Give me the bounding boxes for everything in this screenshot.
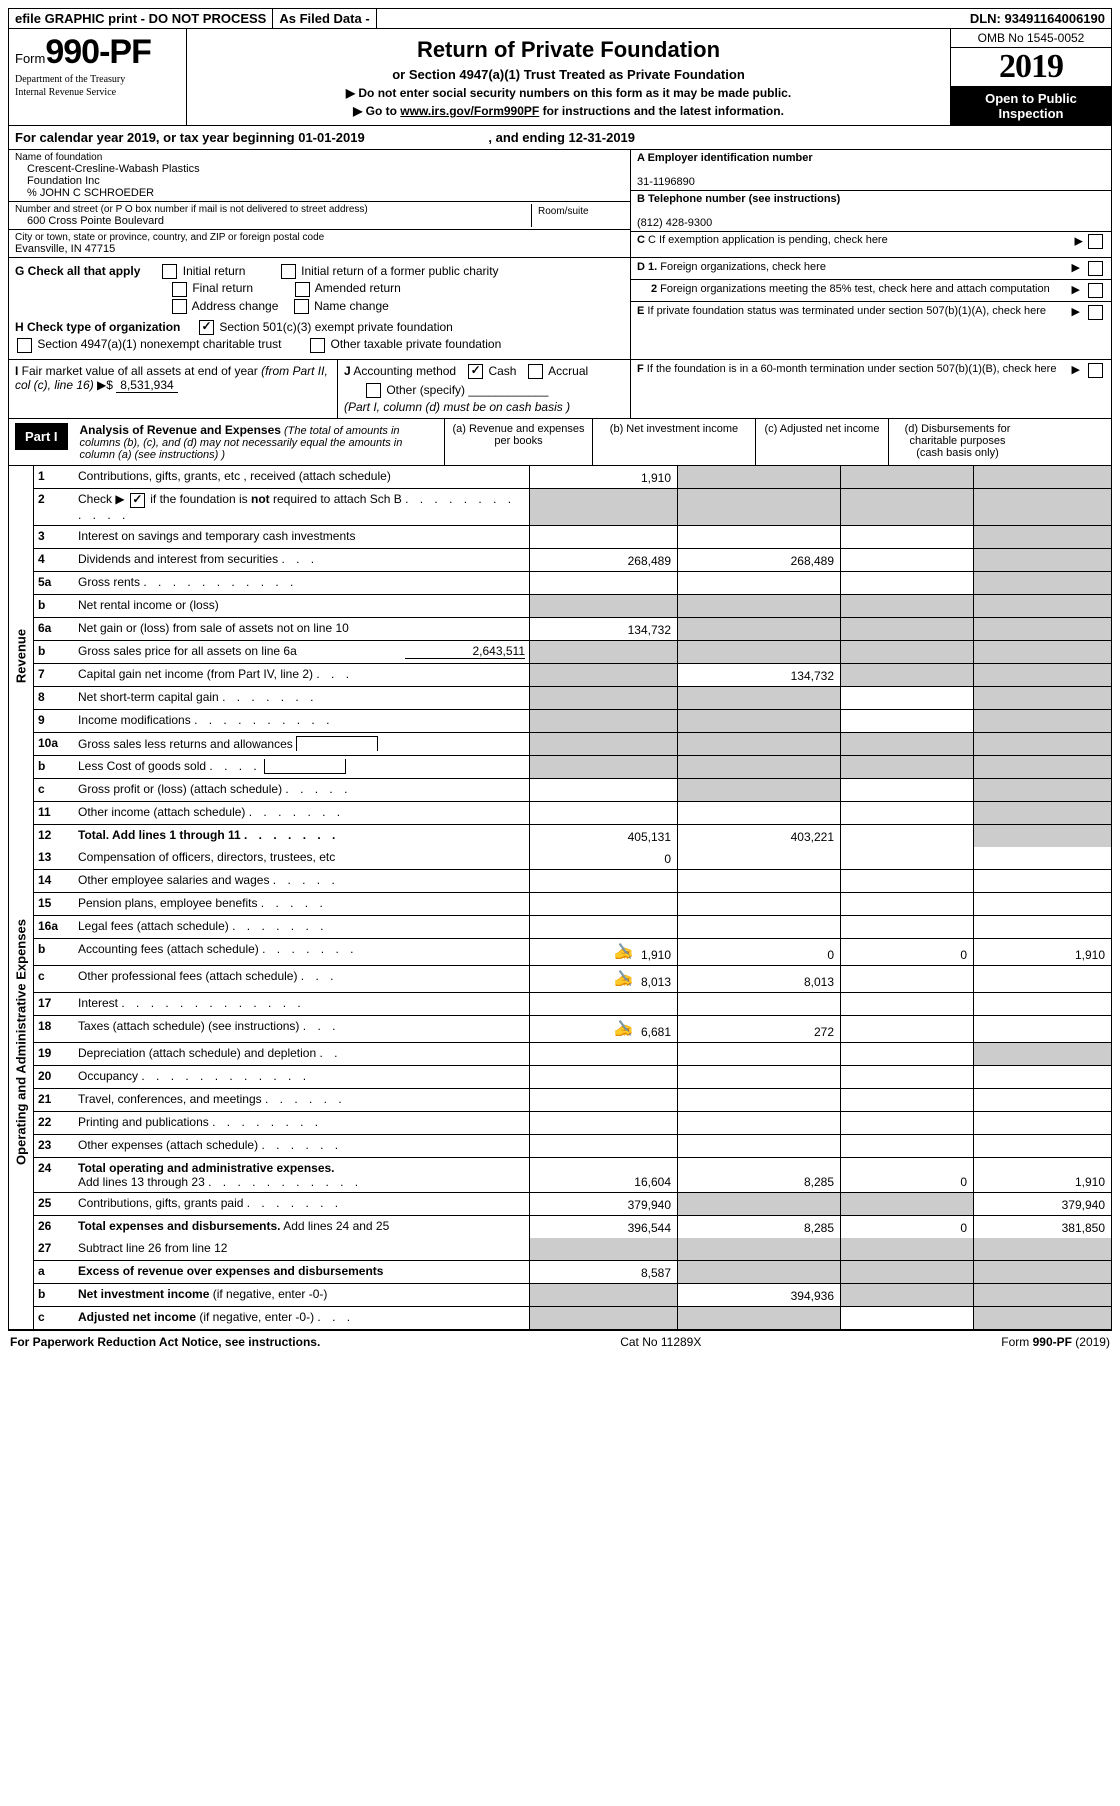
summary-table: 27Subtract line 26 from line 12 aExcess … [8,1238,1112,1331]
address-change-checkbox[interactable] [172,299,187,314]
foundation-name-cell: Name of foundation Crescent-Cresline-Wab… [9,150,630,202]
section-d-e: D 1. Foreign organizations, check here ▶… [630,258,1111,359]
page-footer: For Paperwork Reduction Act Notice, see … [8,1331,1112,1353]
entity-right: A Employer identification number 31-1196… [630,150,1111,257]
attachment-icon[interactable]: ✍ [614,969,634,989]
attachment-icon[interactable]: ✍ [614,942,634,962]
dept-line1: Department of the Treasury [15,74,180,85]
d1-checkbox[interactable] [1088,261,1103,276]
col-b-header: (b) Net investment income [593,419,756,465]
form-title: Return of Private Foundation [197,37,940,63]
entity-info: Name of foundation Crescent-Cresline-Wab… [8,150,1112,258]
as-filed: As Filed Data - [273,9,376,28]
section-f: F If the foundation is in a 60-month ter… [630,360,1111,419]
revenue-label: Revenue [9,466,34,846]
col-c-header: (c) Adjusted net income [756,419,889,465]
form-left: Form990-PF Department of the Treasury In… [9,29,187,125]
open-public-badge: Open to Public Inspection [951,87,1111,125]
e-checkbox[interactable] [1088,305,1103,320]
form-subtitle: or Section 4947(a)(1) Trust Treated as P… [197,67,940,82]
attachment-icon[interactable]: ✍ [614,1019,634,1039]
e-cell: E If private foundation status was termi… [631,302,1111,323]
calendar-year-line: For calendar year 2019, or tax year begi… [8,126,1112,150]
instructions-link-line: ▶ Go to www.irs.gov/Form990PF for instru… [197,104,940,118]
accrual-checkbox[interactable] [528,364,543,379]
section-i-j-f: I Fair market value of all assets at end… [8,360,1112,420]
cash-checkbox[interactable] [468,364,483,379]
part1-desc: Analysis of Revenue and Expenses (The to… [74,419,444,465]
section-i: I Fair market value of all assets at end… [9,360,337,419]
form-number: Form990-PF [15,33,180,72]
section-g-h: G Check all that apply Initial return In… [8,258,1112,360]
address-cell: Number and street (or P O box number if … [9,202,630,230]
exemption-pending-cell: C C If exemption application is pending,… [631,232,1111,251]
schb-checkbox[interactable] [130,493,145,508]
4947-checkbox[interactable] [17,338,32,353]
city-cell: City or town, state or province, country… [9,230,630,257]
revenue-table: Revenue 1Contributions, gifts, grants, e… [8,466,1112,846]
paperwork-notice: For Paperwork Reduction Act Notice, see … [10,1335,320,1349]
expenses-table: Operating and Administrative Expenses 13… [8,847,1112,1238]
form-reference: Form 990-PF (2019) [1001,1335,1110,1349]
d2-cell: 2 Foreign organizations meeting the 85% … [631,280,1111,302]
instructions-link[interactable]: www.irs.gov/Form990PF [400,104,539,118]
final-return-checkbox[interactable] [172,282,187,297]
501c3-checkbox[interactable] [199,320,214,335]
initial-former-checkbox[interactable] [281,264,296,279]
name-change-checkbox[interactable] [294,299,309,314]
phone-cell: B Telephone number (see instructions) (8… [631,191,1111,232]
other-taxable-checkbox[interactable] [310,338,325,353]
section-g: G Check all that apply Initial return In… [9,258,630,359]
fmv-value: 8,531,934 [116,378,177,393]
f-cell: F If the foundation is in a 60-month ter… [631,360,1111,425]
d2-checkbox[interactable] [1088,283,1103,298]
dept-line2: Internal Revenue Service [15,87,180,98]
form-header: Form990-PF Department of the Treasury In… [8,29,1112,126]
section-j: J Accounting method Cash Accrual Other (… [337,360,630,419]
omb-number: OMB No 1545-0052 [951,29,1111,48]
header-right: OMB No 1545-0052 2019 Open to Public Ins… [950,29,1111,125]
col-a-header: (a) Revenue and expenses per books [445,419,593,465]
catalog-number: Cat No 11289X [620,1335,701,1349]
initial-return-checkbox[interactable] [162,264,177,279]
dln: DLN: 93491164006190 [377,9,1111,28]
amended-return-checkbox[interactable] [295,282,310,297]
top-bar: efile GRAPHIC print - DO NOT PROCESS As … [8,8,1112,29]
col-d-header: (d) Disbursements for charitable purpose… [889,419,1026,465]
ein-cell: A Employer identification number 31-1196… [631,150,1111,191]
f-checkbox[interactable] [1088,363,1103,378]
header-center: Return of Private Foundation or Section … [187,29,950,125]
part1-header: Part I Analysis of Revenue and Expenses … [8,419,1112,466]
privacy-notice: ▶ Do not enter social security numbers o… [197,86,940,100]
other-method-checkbox[interactable] [366,383,381,398]
expenses-label: Operating and Administrative Expenses [9,847,34,1238]
part1-tab: Part I [15,423,68,450]
efile-notice: efile GRAPHIC print - DO NOT PROCESS [9,9,273,28]
exemption-checkbox[interactable] [1088,234,1103,249]
d1-cell: D 1. Foreign organizations, check here ▶ [631,258,1111,280]
entity-left: Name of foundation Crescent-Cresline-Wab… [9,150,630,257]
tax-year: 2019 [951,48,1111,87]
